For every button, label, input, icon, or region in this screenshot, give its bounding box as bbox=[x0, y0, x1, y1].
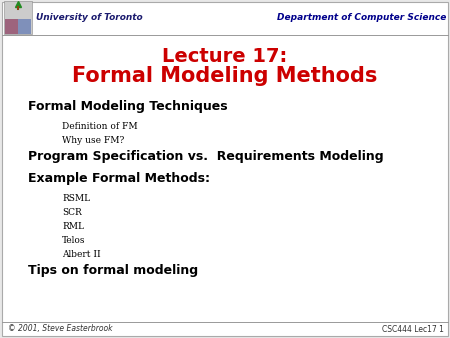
Bar bbox=[4, 1, 32, 34]
Text: Telos: Telos bbox=[62, 236, 86, 245]
Bar bbox=[5, 19, 18, 34]
Bar bbox=[5, 19, 31, 34]
Text: Tips on formal modeling: Tips on formal modeling bbox=[28, 264, 198, 277]
Text: Department of Computer Science: Department of Computer Science bbox=[277, 14, 446, 23]
Text: Why use FM?: Why use FM? bbox=[62, 136, 124, 145]
Text: Program Specification vs.  Requirements Modeling: Program Specification vs. Requirements M… bbox=[28, 150, 383, 163]
Text: CSC444 Lec17 1: CSC444 Lec17 1 bbox=[382, 324, 444, 334]
Text: Albert II: Albert II bbox=[62, 250, 101, 259]
Text: RSML: RSML bbox=[62, 194, 90, 203]
Text: RML: RML bbox=[62, 222, 84, 231]
Text: Formal Modeling Methods: Formal Modeling Methods bbox=[72, 66, 378, 86]
Text: Example Formal Methods:: Example Formal Methods: bbox=[28, 172, 210, 185]
Text: University of Toronto: University of Toronto bbox=[36, 14, 143, 23]
Text: Formal Modeling Techniques: Formal Modeling Techniques bbox=[28, 100, 228, 113]
Text: SCR: SCR bbox=[62, 208, 82, 217]
Text: Lecture 17:: Lecture 17: bbox=[162, 47, 288, 66]
Text: © 2001, Steve Easterbrook: © 2001, Steve Easterbrook bbox=[8, 324, 112, 334]
Text: Definition of FM: Definition of FM bbox=[62, 122, 138, 131]
